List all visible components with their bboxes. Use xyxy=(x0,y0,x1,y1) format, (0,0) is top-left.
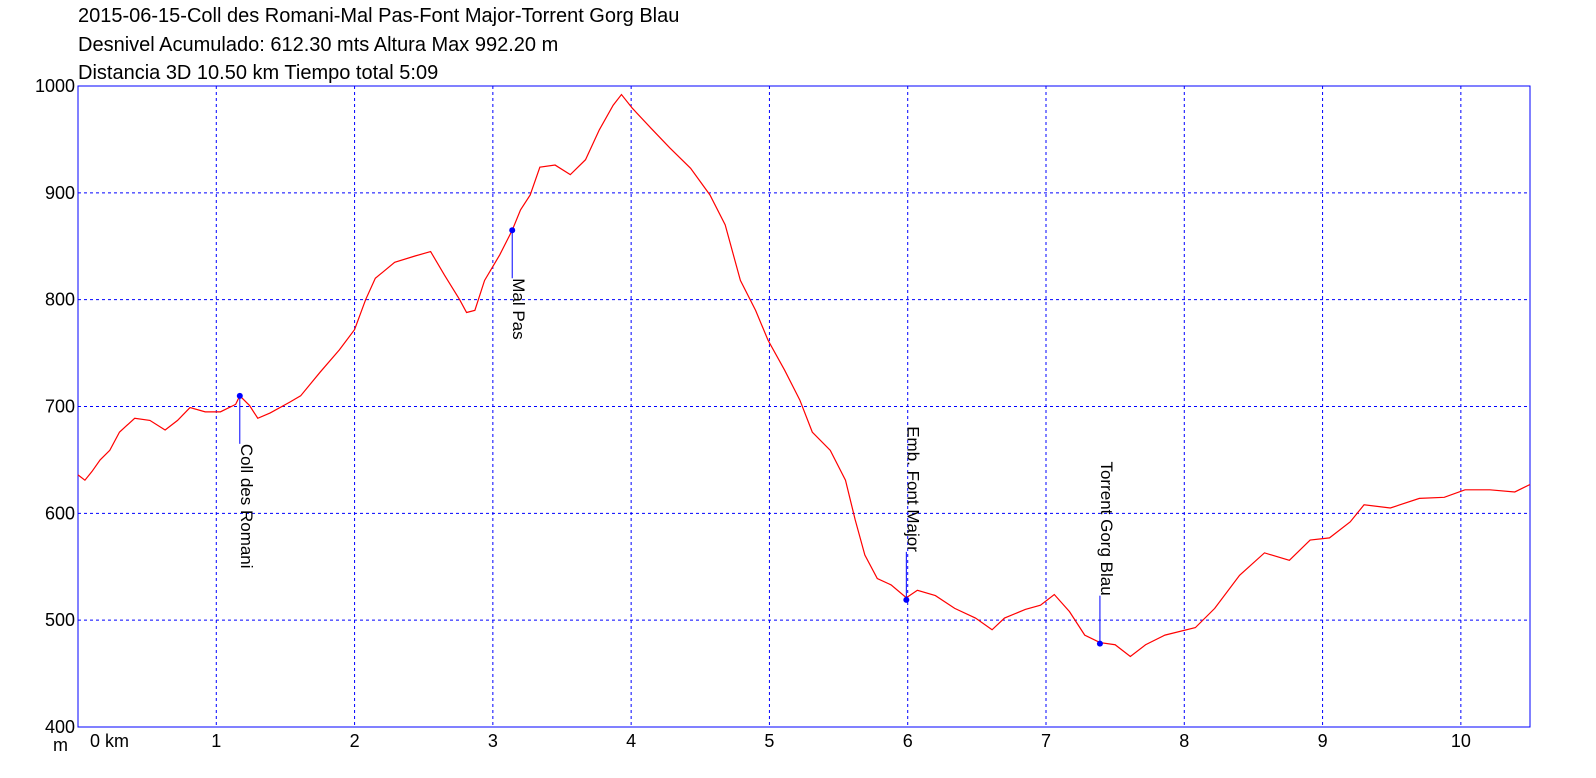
y-tick-label: 400 xyxy=(45,717,75,737)
x-tick-label: 5 xyxy=(764,731,774,751)
waypoint-label: Coll des Romani xyxy=(237,444,256,569)
y-tick-label: 900 xyxy=(45,183,75,203)
x-tick-label: 3 xyxy=(488,731,498,751)
waypoint xyxy=(1096,640,1103,647)
x-tick-label: 9 xyxy=(1318,731,1328,751)
y-tick-label: 500 xyxy=(45,610,75,630)
waypoint xyxy=(903,596,910,603)
x-tick-label: 4 xyxy=(626,731,636,751)
x-tick-label: 10 xyxy=(1451,731,1471,751)
waypoint-label: Mal Pas xyxy=(509,278,528,339)
y-tick-label: 700 xyxy=(45,397,75,417)
waypoint xyxy=(509,227,516,234)
y-tick-label: 600 xyxy=(45,503,75,523)
y-axis-label: m xyxy=(53,735,68,755)
x-tick-label: 7 xyxy=(1041,731,1051,751)
elevation-line xyxy=(77,93,1531,658)
waypoint xyxy=(236,392,243,399)
x-tick-label: 6 xyxy=(903,731,913,751)
x-tick-label: 0 km xyxy=(90,731,129,751)
waypoint-label: Torrent Gorg Blau xyxy=(1097,461,1116,595)
x-tick-label: 1 xyxy=(211,731,221,751)
chart-subtitle: Distancia 3D 10.50 km Tiempo total 5:09 xyxy=(78,62,438,84)
x-tick-label: 2 xyxy=(350,731,360,751)
y-tick-label: 800 xyxy=(45,290,75,310)
chart-title: 2015-06-15-Coll des Romani-Mal Pas-Font … xyxy=(78,5,679,27)
y-tick-label: 1000 xyxy=(35,76,75,96)
x-tick-label: 8 xyxy=(1179,731,1189,751)
waypoint-label: Emb. Font Major xyxy=(903,426,922,552)
plot-frame xyxy=(77,85,1531,728)
chart-subtitle: Desnivel Acumulado: 612.30 mts Altura Ma… xyxy=(78,34,558,56)
